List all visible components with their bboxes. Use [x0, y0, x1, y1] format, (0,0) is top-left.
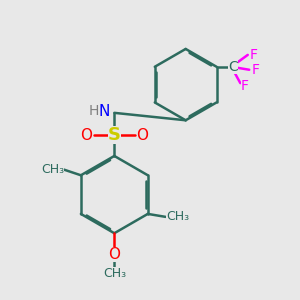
- Text: N: N: [98, 104, 110, 119]
- Text: C: C: [228, 60, 238, 74]
- Text: O: O: [80, 128, 92, 142]
- Text: O: O: [108, 247, 120, 262]
- Text: H: H: [88, 104, 99, 118]
- Text: CH₃: CH₃: [103, 267, 126, 280]
- Text: O: O: [136, 128, 148, 142]
- Text: CH₃: CH₃: [166, 210, 189, 224]
- Text: F: F: [241, 79, 249, 93]
- Text: F: F: [251, 63, 259, 77]
- Text: S: S: [108, 126, 121, 144]
- Text: CH₃: CH₃: [41, 163, 64, 176]
- Text: F: F: [250, 48, 258, 62]
